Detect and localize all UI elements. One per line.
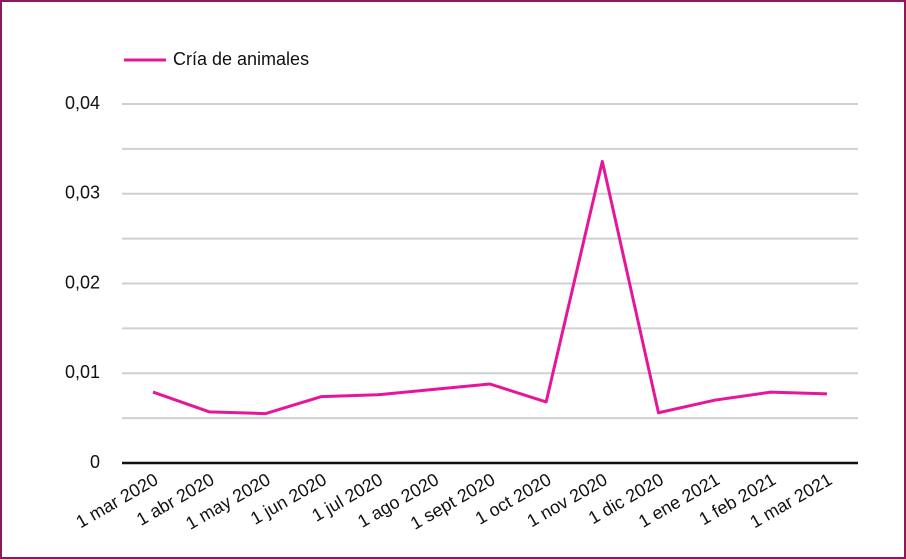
y-tick-label: 0,04 [65,93,100,113]
series-line [152,159,828,416]
y-tick-label: 0,02 [65,272,100,292]
y-tick-label: 0,03 [65,183,100,203]
legend-label: Cría de animales [173,49,309,69]
y-tick-label: 0,01 [65,362,100,382]
y-tick-label: 0 [90,452,100,472]
